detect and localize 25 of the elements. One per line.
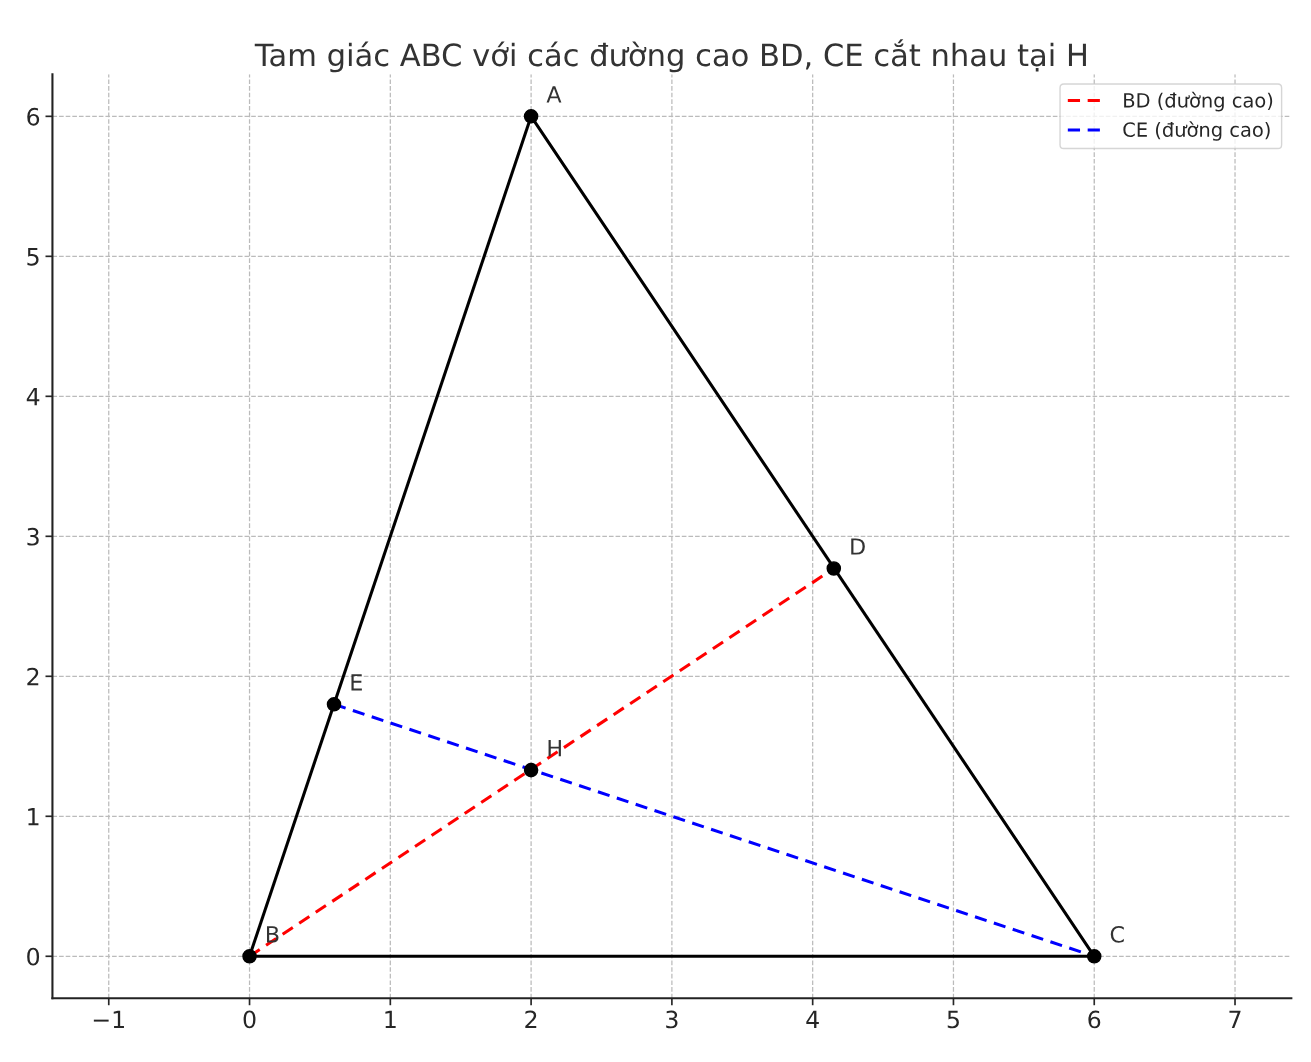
chart-title: Tam giác ABC với các đường cao BD, CE cắt nhau tại H (254, 39, 1086, 73)
x-tick-label: 5 (947, 1010, 959, 1029)
x-tick-label: −1 (93, 1010, 124, 1029)
data-label: E (351, 674, 362, 691)
x-tick-label: 3 (666, 1010, 678, 1029)
data-label: C (1110, 925, 1124, 943)
data-label: D (851, 538, 865, 555)
y-tick-label: 4 (26, 388, 40, 406)
x-tick-label: 6 (1088, 1010, 1101, 1029)
x-tick-label: 0 (243, 1010, 256, 1029)
y-tick-label: 2 (27, 667, 39, 686)
data-label: B (267, 926, 279, 943)
data-label: A (546, 86, 562, 103)
y-tick-label: 6 (27, 107, 40, 126)
x-tick-label: 2 (525, 1010, 537, 1029)
y-tick-label: 1 (28, 808, 39, 826)
data-label: H (548, 740, 561, 757)
x-tick-label: 1 (385, 1010, 396, 1029)
x-tick-label: 4 (806, 1010, 819, 1029)
y-tick-label: 3 (27, 527, 39, 546)
legend-label: CE (đường cao) (1123, 121, 1270, 141)
legend-label: BD (đường cao) (1124, 91, 1273, 112)
x-tick-label: 7 (1229, 1010, 1241, 1029)
y-tick-label: 0 (27, 947, 40, 966)
y-tick-label: 5 (27, 248, 39, 266)
